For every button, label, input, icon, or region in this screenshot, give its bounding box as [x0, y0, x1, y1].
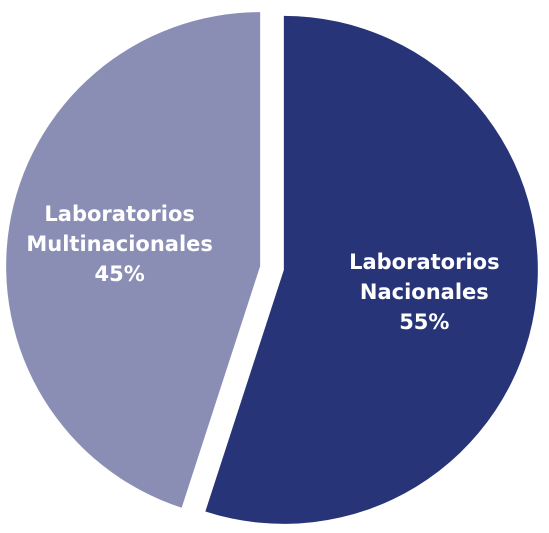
category-label: Laboratorios Nacionales [349, 250, 500, 305]
value-label: 45% [94, 261, 145, 286]
slice-label: Laboratorios Nacionales 55% [319, 247, 529, 337]
pie-slice [6, 12, 261, 508]
value-label: 55% [399, 310, 450, 335]
slice-label: Laboratorios Multinacionales 45% [15, 199, 225, 289]
category-label: Laboratorios Multinacionales [26, 201, 213, 256]
pie-slice [205, 15, 538, 524]
